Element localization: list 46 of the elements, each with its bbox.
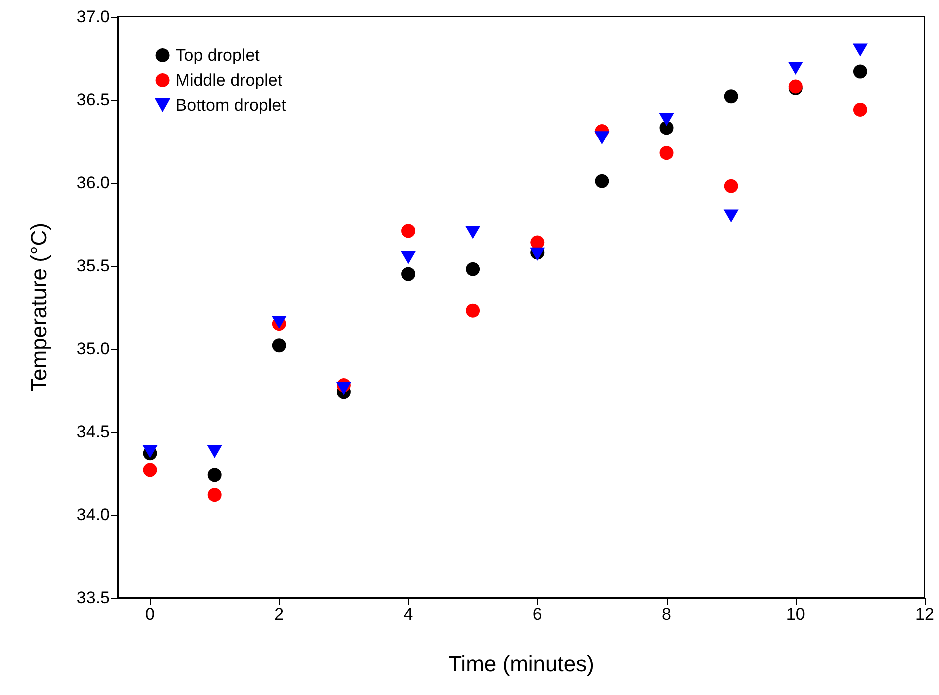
point	[853, 64, 868, 79]
point	[724, 179, 738, 194]
x-tick-label: 10	[786, 605, 806, 624]
legend-label: Top droplet	[176, 46, 260, 65]
y-tick-label: 37.0	[76, 8, 110, 26]
legend-label: Middle droplet	[176, 71, 283, 90]
point	[402, 267, 416, 282]
point	[402, 224, 416, 238]
point	[208, 468, 222, 482]
y-tick-label: 36.0	[76, 174, 110, 192]
legend-label: Bottom droplet	[176, 96, 287, 115]
point	[853, 102, 868, 117]
y-tick-label: 36.5	[76, 90, 110, 110]
point	[207, 445, 222, 458]
point	[594, 132, 610, 145]
point	[142, 445, 158, 458]
point	[401, 251, 416, 264]
y-tick-label: 34.0	[76, 506, 110, 524]
point	[724, 90, 738, 104]
y-tick-label: 33.5	[76, 588, 110, 608]
point	[466, 262, 480, 276]
y-axis-title: Temperature (°C)	[26, 223, 52, 392]
x-tick-label: 6	[532, 605, 542, 624]
y-tick-label: 34.5	[76, 422, 110, 442]
point	[143, 463, 158, 478]
point	[272, 338, 286, 353]
point	[466, 226, 481, 240]
point	[659, 113, 674, 126]
point	[852, 44, 868, 57]
point	[660, 146, 674, 160]
point	[595, 174, 610, 188]
point	[466, 304, 480, 318]
point	[788, 62, 804, 75]
x-tick-label: 4	[404, 605, 414, 624]
point	[724, 210, 739, 223]
x-tick-label: 2	[274, 605, 284, 624]
point	[272, 316, 287, 329]
x-tick-label: 0	[146, 605, 156, 624]
x-axis-title: Time (minutes)	[448, 652, 594, 676]
point	[208, 488, 222, 502]
point	[336, 382, 352, 396]
y-tick-label: 35.0	[76, 340, 110, 358]
x-tick-label: 8	[662, 605, 672, 624]
y-tick-label: 35.5	[76, 256, 110, 276]
x-tick-label: 12	[916, 605, 934, 624]
point	[530, 236, 545, 250]
